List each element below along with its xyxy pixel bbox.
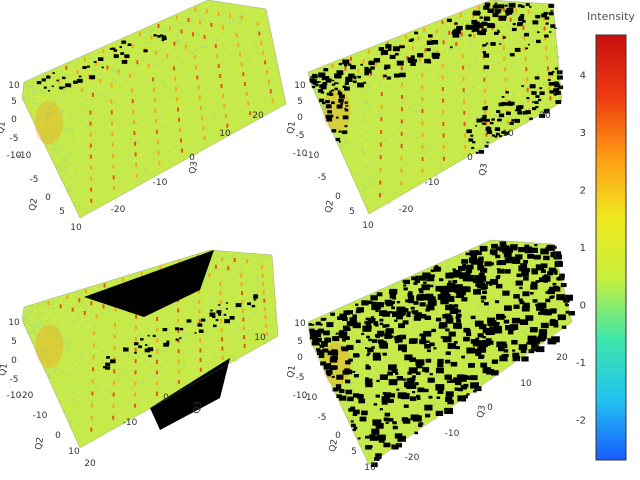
tick-q1: 10 [8,81,20,91]
hotspot-left [34,100,63,145]
axis-label-q1: Q1 [286,364,298,378]
tick-q3: 10 [502,129,514,139]
colorbar-title: Intensity [587,10,635,23]
axis-label-q3: Q3 [192,400,204,414]
axis-label-q2: Q2 [324,199,336,213]
volume-body [22,0,286,218]
tick-q2: 0 [335,192,341,202]
tick-q2: -10 [303,393,318,403]
axis-label-q2: Q2 [328,438,340,452]
tick-q1: 0 [297,113,303,123]
tick-q2: 5 [349,207,355,217]
axis-label-q2: Q2 [34,436,46,450]
tick-q1: 10 [8,318,20,328]
tick-q3: -20 [405,453,420,463]
tick-q3: -10 [445,429,460,439]
tick-q3: -10 [123,418,138,428]
axis-label-q2: Q2 [28,197,40,211]
tick-q2: -20 [19,391,34,401]
colorbar-tick: 0 [580,300,586,311]
tick-q1: 0 [11,356,17,366]
colorbar-tick: 1 [580,243,586,254]
tick-q1: -10 [7,151,22,161]
tick-q3: 10 [520,379,532,389]
tick-q2: 10 [362,221,374,231]
tick-q2: 0 [335,431,341,441]
tick-q1: 5 [297,337,303,347]
tick-q3: 0 [163,393,169,403]
tick-q2: 5 [59,207,65,217]
tick-q2: -5 [30,175,39,185]
tick-q1: 0 [297,353,303,363]
tick-q3: -20 [399,205,414,215]
tick-q1: -10 [7,391,22,401]
tick-q1: -10 [293,149,308,159]
tick-q2: -5 [318,173,327,183]
masked-region [36,34,167,92]
tick-q2: -10 [17,151,32,161]
axis-label-q1: Q1 [0,120,8,134]
colorbar: Intensity 4 3 2 1 0 -1 -2 [576,10,635,461]
tick-q1: 10 [294,319,306,329]
tick-q1: -5 [10,375,19,385]
tick-q1: 5 [11,337,17,347]
tick-q3: -10 [153,178,168,188]
tick-q3: 10 [219,129,231,139]
tick-q1: -5 [296,373,305,383]
masked-region [84,250,259,430]
colorbar-tick: 4 [580,71,586,82]
tick-q1: 5 [297,97,303,107]
masked-region [309,2,564,154]
volume-texture [22,1,282,210]
axis-label-q3: Q3 [478,162,490,176]
colorbar-tick: 2 [580,186,586,197]
axis-label-q1: Q1 [0,362,10,376]
axis-label-q1: Q1 [286,120,298,134]
tick-q2: 10 [364,463,376,473]
tick-q3: 20 [556,353,568,363]
axis-label-q3: Q3 [476,404,488,418]
tick-q3: 0 [189,153,195,163]
tick-q3: 10 [254,333,266,343]
tick-q2: 5 [351,447,357,457]
hotspot-left [35,324,64,369]
volume-body [308,0,562,214]
tick-q1: 0 [11,115,17,125]
masked-region [308,241,575,468]
tick-q3: -20 [111,205,126,215]
tick-q2: -10 [33,411,48,421]
tick-q2: 10 [70,223,82,233]
tick-q2: 0 [45,193,51,203]
colorbar-tick: -2 [576,415,586,426]
colorbar-tick: -1 [576,358,586,369]
colorbar-gradient [595,34,627,461]
tick-q3: 20 [252,111,264,121]
tick-q1: -5 [10,134,19,144]
tick-q2: -5 [318,413,327,423]
tick-q3: 0 [467,153,473,163]
tick-q1: -5 [296,131,305,141]
tick-q1: -10 [293,391,308,401]
tick-q2: 0 [55,431,61,441]
intensity-streaks [47,7,274,203]
tick-q1: 5 [11,97,17,107]
tick-q3: 20 [539,111,551,121]
tick-q2: 10 [68,447,80,457]
tick-q3: 0 [487,403,493,413]
colorbar-tick: 3 [580,128,586,139]
tick-q1: 10 [294,81,306,91]
axis-label-q3: Q3 [188,160,200,174]
tick-q2: 20 [84,459,96,469]
tick-q2: -10 [305,151,320,161]
tick-q3: -10 [425,178,440,188]
